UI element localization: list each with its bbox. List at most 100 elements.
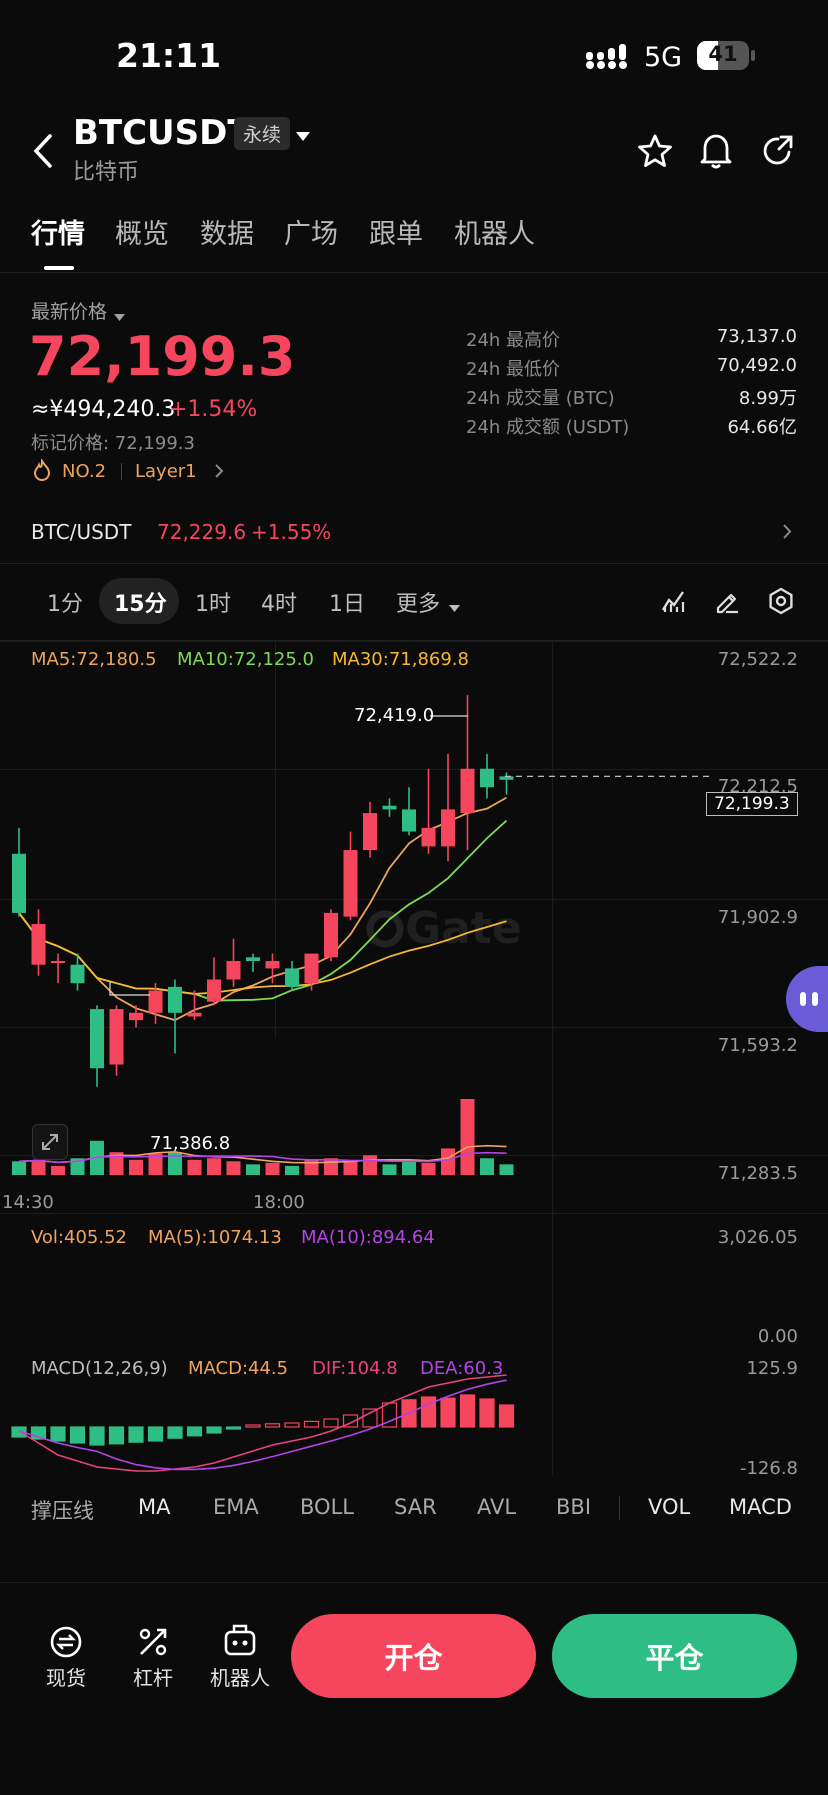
caret-down-icon[interactable] [449, 597, 460, 616]
share-icon[interactable] [761, 134, 795, 168]
macd-bar [362, 1408, 378, 1428]
indicator-boll[interactable]: BOLL [300, 1495, 354, 1519]
macd-bar [420, 1396, 437, 1428]
indicator-support[interactable]: 撑压线 [31, 1499, 94, 1523]
volume-bar [70, 1158, 85, 1175]
chevron-right-icon[interactable] [214, 463, 224, 483]
candle-body [441, 809, 455, 847]
open-position-button[interactable]: 开仓 [291, 1614, 536, 1698]
rank-badge[interactable]: NO.2 [62, 461, 107, 482]
timeframe-1h[interactable]: 1时 [195, 592, 231, 617]
stat-volume-value: 8.99万 [738, 388, 797, 409]
expand-icon[interactable] [32, 1124, 68, 1160]
robot-button-label[interactable]: 机器人 [210, 1666, 270, 1690]
candle-body [363, 813, 377, 851]
leverage-button-label[interactable]: 杠杆 [133, 1666, 173, 1690]
back-icon[interactable] [30, 133, 56, 169]
indicator-avl[interactable]: AVL [477, 1495, 517, 1519]
ma30-legend: MA30:71,869.8 [332, 649, 469, 670]
spot-change: +1.55% [251, 520, 332, 544]
spot-icon[interactable] [48, 1624, 84, 1664]
tab-active-indicator [44, 266, 74, 270]
dif-value: DIF:104.8 [312, 1358, 398, 1379]
spot-row[interactable]: BTC/USDT 72,229.6 +1.55% [0, 510, 828, 555]
tab-market[interactable]: 行情 [31, 219, 85, 250]
candle-body [90, 1009, 104, 1069]
close-position-button[interactable]: 平仓 [552, 1614, 797, 1698]
macd-bar [50, 1426, 66, 1442]
macd-title: MACD(12,26,9) [31, 1358, 168, 1379]
candle-body [12, 853, 26, 913]
kline-chart-svg[interactable]: Gate [0, 641, 828, 1476]
latest-price-label[interactable]: 最新价格 [31, 301, 108, 323]
battery-level: 41 [708, 42, 738, 66]
battery-icon: 41 [697, 41, 749, 70]
spot-button-label[interactable]: 现货 [46, 1666, 86, 1690]
current-price-tag[interactable]: 72,199.3 [706, 792, 798, 816]
volume-bar [109, 1152, 124, 1175]
indicator-ma[interactable]: MA [138, 1495, 171, 1519]
x-tick-1: 14:30 [2, 1192, 54, 1213]
caret-down-icon[interactable] [114, 306, 125, 325]
volume-bar [129, 1159, 143, 1175]
leverage-icon[interactable] [135, 1624, 171, 1664]
category-tag[interactable]: Layer1 [135, 461, 197, 482]
cny-value: ≈¥494,240.3 [31, 397, 176, 422]
draw-pen-icon[interactable] [714, 588, 740, 614]
macd-bar [225, 1426, 242, 1430]
macd-bar [342, 1414, 359, 1428]
candle-body [265, 961, 280, 969]
signal-icon [586, 44, 630, 74]
dea-value: DEA:60.3 [420, 1358, 504, 1379]
macd-bar [479, 1398, 495, 1428]
macd-bar [108, 1426, 125, 1445]
volume-bar [168, 1152, 182, 1175]
contract-badge[interactable]: 永续 [234, 117, 291, 150]
volume-bar [31, 1159, 46, 1175]
settings-icon[interactable] [767, 587, 795, 615]
timeframe-4h[interactable]: 4时 [261, 592, 297, 617]
timeframe-more[interactable]: 更多 [396, 592, 441, 617]
fire-icon [33, 457, 51, 485]
caret-down-icon[interactable] [296, 127, 310, 146]
timeframe-1m[interactable]: 1分 [47, 592, 83, 617]
kline-chart[interactable]: Gate [0, 641, 828, 1476]
timeframe-15m[interactable]: 15分 [114, 592, 167, 617]
ma5-legend: MA5:72,180.5 [31, 649, 157, 670]
indicator-macd[interactable]: MACD [729, 1495, 792, 1519]
indicator-ema[interactable]: EMA [213, 1495, 259, 1519]
volume-bar [12, 1161, 26, 1175]
indicator-sar[interactable]: SAR [394, 1495, 437, 1519]
timeframe-1d[interactable]: 1日 [329, 592, 365, 617]
candle-body [226, 961, 241, 980]
change-percent: +1.54% [169, 397, 258, 422]
volume-bar [382, 1164, 397, 1175]
vol-ma5-legend: MA(5):1074.13 [148, 1227, 282, 1248]
volume-bar [148, 1153, 163, 1175]
macd-bar [498, 1404, 515, 1428]
timeframe-active-bg [99, 578, 179, 624]
macd-y-bottom: -126.8 [739, 1458, 798, 1479]
symbol-title[interactable]: BTCUSDT [73, 113, 251, 153]
tab-data[interactable]: 数据 [200, 219, 254, 250]
indicator-icon[interactable] [661, 588, 687, 614]
macd-bar [459, 1394, 476, 1428]
candle-body [70, 964, 85, 984]
tab-robot[interactable]: 机器人 [454, 219, 535, 250]
tab-overview[interactable]: 概览 [115, 219, 169, 250]
bell-icon[interactable] [699, 132, 733, 170]
tab-copy-trade[interactable]: 跟单 [369, 219, 423, 250]
macd-bar [440, 1397, 456, 1428]
volume-bar [51, 1165, 65, 1175]
dea-line [18, 1379, 507, 1471]
volume-bar [343, 1161, 358, 1175]
tab-square[interactable]: 广场 [284, 219, 338, 250]
macd-bar [89, 1426, 105, 1446]
candle-body [109, 1009, 124, 1065]
robot-icon[interactable] [222, 1622, 258, 1664]
indicator-vol[interactable]: VOL [648, 1495, 691, 1519]
ma10-legend: MA10:72,125.0 [177, 649, 314, 670]
candle-body [285, 968, 299, 987]
star-icon[interactable] [637, 134, 673, 168]
indicator-bbi[interactable]: BBI [556, 1495, 592, 1519]
